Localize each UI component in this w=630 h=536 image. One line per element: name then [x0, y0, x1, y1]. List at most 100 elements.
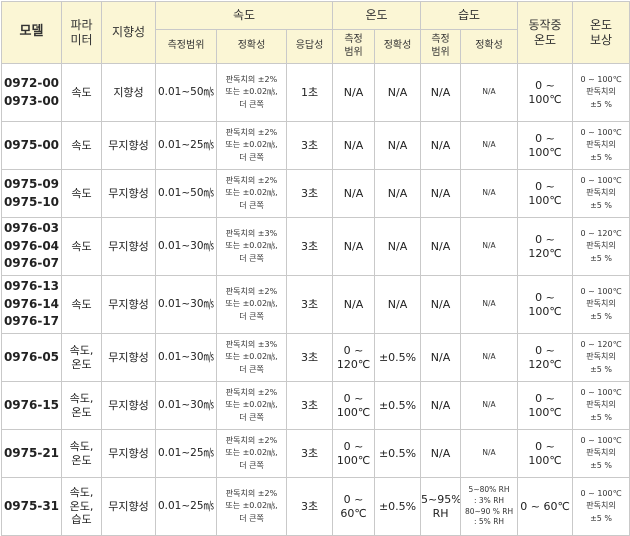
header-temp-compensation: 온도 보상: [572, 1, 630, 64]
temp-range-cell: N/A: [332, 169, 376, 218]
parameter-cell: 속도: [61, 217, 102, 276]
header-operating-temp: 동작중 온도: [517, 1, 574, 64]
velocity-range-cell: 0.01~30㎧: [155, 381, 217, 430]
directionality-cell: 무지향성: [101, 275, 156, 334]
velocity-accuracy-cell: 판독치의 ±2% 또는 ±0.02㎧, 더 큰쪽: [216, 63, 287, 122]
model-cell: 0976-15: [1, 381, 62, 430]
humidity-range-cell: N/A: [420, 121, 462, 170]
header-temp-range: 측정 범위: [332, 29, 376, 64]
velocity-response-cell: 3초: [285, 333, 334, 382]
model-cell: 0975-31: [1, 477, 62, 536]
header-parameter: 파라 미터: [61, 1, 102, 64]
directionality-cell: 무지향성: [101, 333, 156, 382]
table-body: 0972-00 0973-00 속도 지향성 0.01~50㎧ 판독치의 ±2% 또는 …: [1, 63, 630, 536]
velocity-range-cell: 0.01~30㎧: [155, 217, 217, 276]
table-row: 0972-00 0973-00 속도 지향성 0.01~50㎧ 판독치의 ±2% 또는 …: [1, 63, 630, 122]
temp-compensation-cell: 0 ~ 100℃ 판독치의 ±5 %: [572, 121, 630, 170]
temp-range-cell: 0 ~ 120℃: [332, 333, 376, 382]
temp-accuracy-cell: N/A: [374, 217, 422, 276]
velocity-accuracy-cell: 판독치의 ±3% 또는 ±0.02㎧, 더 큰쪽: [216, 217, 287, 276]
humidity-accuracy-cell: N/A: [460, 381, 519, 430]
humidity-accuracy-cell: N/A: [460, 333, 519, 382]
model-cell: 0976-13 0976-14 0976-17: [1, 275, 62, 334]
temp-compensation-cell: 0 ~ 100℃ 판독치의 ±5 %: [572, 477, 630, 536]
velocity-range-cell: 0.01~30㎧: [155, 333, 217, 382]
model-cell: 0975-21: [1, 429, 62, 478]
velocity-accuracy-cell: 판독치의 ±2% 또는 ±0.02㎧, 더 큰쪽: [216, 381, 287, 430]
model-cell: 0976-03 0976-04 0976-07: [1, 217, 62, 276]
header-model: 모델: [1, 1, 62, 64]
temp-range-cell: 0 ~ 60℃: [332, 477, 376, 536]
humidity-accuracy-cell: N/A: [460, 63, 519, 122]
parameter-cell: 속도: [61, 63, 102, 122]
table-row: 0975-21 속도, 온도 무지향성 0.01~25㎧ 판독치의 ±2% 또는 ±0.…: [1, 429, 630, 478]
velocity-range-cell: 0.01~25㎧: [155, 121, 217, 170]
velocity-response-cell: 3초: [285, 381, 334, 430]
directionality-cell: 무지향성: [101, 169, 156, 218]
header-velocity-accuracy: 정확성: [216, 29, 287, 64]
humidity-range-cell: N/A: [420, 169, 462, 218]
parameter-cell: 속도, 온도: [61, 429, 102, 478]
humidity-accuracy-cell: N/A: [460, 169, 519, 218]
parameter-cell: 속도, 온도, 습도: [61, 477, 102, 536]
table-row: 0975-00 속도 무지향성 0.01~25㎧ 판독치의 ±2% 또는 ±0.02㎧,…: [1, 121, 630, 170]
temp-compensation-cell: 0 ~ 100℃ 판독치의 ±5 %: [572, 63, 630, 122]
temp-accuracy-cell: ±0.5%: [374, 477, 422, 536]
temp-compensation-cell: 0 ~ 100℃ 판독치의 ±5 %: [572, 275, 630, 334]
directionality-cell: 무지향성: [101, 429, 156, 478]
model-cell: 0976-05: [1, 333, 62, 382]
model-cell: 0972-00 0973-00: [1, 63, 62, 122]
velocity-range-cell: 0.01~30㎧: [155, 275, 217, 334]
humidity-range-cell: N/A: [420, 217, 462, 276]
velocity-response-cell: 3초: [285, 121, 334, 170]
temp-compensation-cell: 0 ~ 100℃ 판독치의 ±5 %: [572, 169, 630, 218]
velocity-response-cell: 3초: [285, 217, 334, 276]
velocity-response-cell: 1초: [285, 63, 334, 122]
parameter-cell: 속도: [61, 275, 102, 334]
humidity-range-cell: N/A: [420, 275, 462, 334]
header-velocity-response: 응답성: [285, 29, 334, 64]
directionality-cell: 무지향성: [101, 217, 156, 276]
humidity-accuracy-cell: N/A: [460, 217, 519, 276]
temp-range-cell: N/A: [332, 275, 376, 334]
temp-accuracy-cell: N/A: [374, 275, 422, 334]
velocity-range-cell: 0.01~50㎧: [155, 63, 217, 122]
operating-temp-cell: 0 ~ 100℃: [517, 121, 574, 170]
temp-range-cell: 0 ~ 100℃: [332, 381, 376, 430]
operating-temp-cell: 0 ~ 100℃: [517, 275, 574, 334]
directionality-cell: 무지향성: [101, 121, 156, 170]
header-temperature: 온도: [332, 1, 422, 30]
temp-accuracy-cell: N/A: [374, 63, 422, 122]
velocity-accuracy-cell: 판독치의 ±2% 또는 ±0.02㎧, 더 큰쪽: [216, 429, 287, 478]
velocity-accuracy-cell: 판독치의 ±3% 또는 ±0.02㎧, 더 큰쪽: [216, 333, 287, 382]
model-cell: 0975-00: [1, 121, 62, 170]
operating-temp-cell: 0 ~ 120℃: [517, 217, 574, 276]
velocity-response-cell: 3초: [285, 275, 334, 334]
temp-accuracy-cell: N/A: [374, 169, 422, 218]
temp-compensation-cell: 0 ~ 100℃ 판독치의 ±5 %: [572, 429, 630, 478]
operating-temp-cell: 0 ~ 100℃: [517, 169, 574, 218]
parameter-cell: 속도, 온도: [61, 381, 102, 430]
operating-temp-cell: 0 ~ 100℃: [517, 63, 574, 122]
table-row: 0976-05 속도, 온도 무지향성 0.01~30㎧ 판독치의 ±3% 또는 ±0.…: [1, 333, 630, 382]
temp-accuracy-cell: ±0.5%: [374, 381, 422, 430]
header-temp-accuracy: 정확성: [374, 29, 422, 64]
table-row: 0976-13 0976-14 0976-17 속도 무지향성 0.01~30㎧ 판독치…: [1, 275, 630, 334]
parameter-cell: 속도: [61, 169, 102, 218]
operating-temp-cell: 0 ~ 100℃: [517, 381, 574, 430]
parameter-cell: 속도: [61, 121, 102, 170]
directionality-cell: 무지향성: [101, 477, 156, 536]
velocity-range-cell: 0.01~25㎧: [155, 429, 217, 478]
temp-compensation-cell: 0 ~ 120℃ 판독치의 ±5 %: [572, 217, 630, 276]
header-humidity-range: 측정 범위: [420, 29, 462, 64]
temp-accuracy-cell: ±0.5%: [374, 333, 422, 382]
velocity-response-cell: 3초: [285, 169, 334, 218]
table-row: 0975-31 속도, 온도, 습도 무지향성 0.01~25㎧ 판독치의 ±2% 또는…: [1, 477, 630, 536]
header-humidity-accuracy: 정확성: [460, 29, 519, 64]
humidity-range-cell: 5~95% RH: [420, 477, 462, 536]
humidity-range-cell: N/A: [420, 381, 462, 430]
operating-temp-cell: 0 ~ 120℃: [517, 333, 574, 382]
temp-range-cell: N/A: [332, 217, 376, 276]
table-row: 0976-03 0976-04 0976-07 속도 무지향성 0.01~30㎧ 판독치…: [1, 217, 630, 276]
